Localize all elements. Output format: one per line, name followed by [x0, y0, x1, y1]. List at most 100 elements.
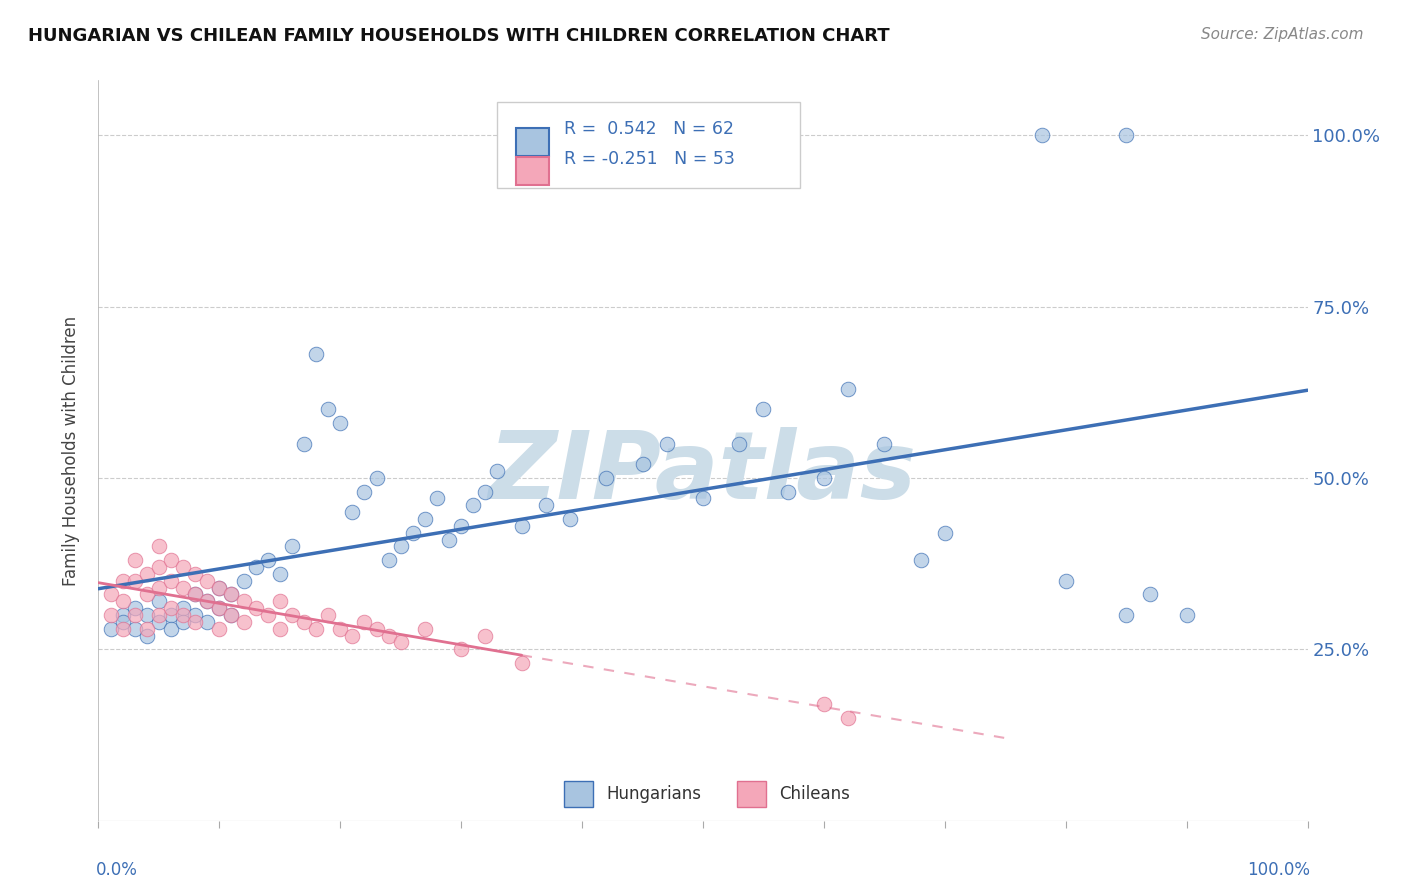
Point: [389, 540, 412, 554]
Point: [292, 436, 315, 450]
Point: [172, 615, 194, 629]
Point: [1031, 128, 1053, 142]
Point: [135, 587, 157, 601]
FancyBboxPatch shape: [498, 103, 800, 187]
Point: [1054, 574, 1077, 588]
Point: [837, 382, 859, 396]
Point: [342, 505, 364, 519]
Text: 0.0%: 0.0%: [96, 862, 138, 880]
Point: [353, 484, 375, 499]
Point: [342, 628, 364, 642]
Point: [208, 601, 231, 615]
Point: [1115, 128, 1137, 142]
Point: [402, 525, 425, 540]
Point: [148, 607, 170, 622]
Text: Source: ZipAtlas.com: Source: ZipAtlas.com: [1201, 27, 1364, 42]
Text: R =  0.542   N = 62: R = 0.542 N = 62: [564, 120, 734, 138]
Point: [813, 471, 835, 485]
Point: [281, 540, 304, 554]
Point: [256, 607, 278, 622]
Point: [124, 607, 146, 622]
Point: [450, 642, 472, 657]
Point: [776, 484, 799, 499]
Point: [124, 553, 146, 567]
FancyBboxPatch shape: [516, 157, 550, 186]
Point: [305, 347, 328, 361]
Point: [208, 622, 231, 636]
Point: [148, 560, 170, 574]
Text: HUNGARIAN VS CHILEAN FAMILY HOUSEHOLDS WITH CHILDREN CORRELATION CHART: HUNGARIAN VS CHILEAN FAMILY HOUSEHOLDS W…: [28, 27, 890, 45]
Point: [837, 711, 859, 725]
Point: [1175, 607, 1198, 622]
Point: [377, 628, 399, 642]
Point: [437, 533, 460, 547]
Point: [172, 601, 194, 615]
Point: [148, 615, 170, 629]
Point: [148, 581, 170, 595]
Point: [184, 587, 207, 601]
Y-axis label: Family Households with Children: Family Households with Children: [62, 316, 80, 585]
Point: [269, 594, 291, 608]
Point: [135, 622, 157, 636]
Point: [474, 628, 496, 642]
Point: [111, 622, 134, 636]
Point: [135, 607, 157, 622]
Point: [377, 553, 399, 567]
Text: 100.0%: 100.0%: [1247, 862, 1310, 880]
Point: [100, 587, 122, 601]
Point: [208, 581, 231, 595]
Point: [221, 607, 243, 622]
Point: [305, 622, 328, 636]
Point: [124, 601, 146, 615]
Point: [366, 471, 388, 485]
Point: [172, 560, 194, 574]
Point: [1139, 587, 1161, 601]
Point: [184, 587, 207, 601]
Point: [558, 512, 581, 526]
Point: [111, 594, 134, 608]
Point: [450, 519, 472, 533]
Point: [413, 622, 436, 636]
Point: [232, 615, 254, 629]
Point: [111, 607, 134, 622]
Point: [595, 471, 617, 485]
Point: [195, 574, 218, 588]
Text: R = -0.251   N = 53: R = -0.251 N = 53: [564, 150, 735, 168]
Point: [184, 615, 207, 629]
Point: [534, 498, 557, 512]
Point: [752, 402, 775, 417]
Text: Chileans: Chileans: [779, 785, 851, 804]
Point: [389, 635, 412, 649]
Point: [111, 574, 134, 588]
Point: [329, 622, 352, 636]
Point: [172, 581, 194, 595]
Point: [728, 436, 751, 450]
Point: [934, 525, 956, 540]
Point: [208, 581, 231, 595]
Point: [813, 697, 835, 711]
FancyBboxPatch shape: [564, 781, 593, 807]
Point: [195, 594, 218, 608]
Point: [281, 607, 304, 622]
Point: [316, 607, 339, 622]
Point: [873, 436, 896, 450]
Point: [692, 491, 714, 506]
Point: [148, 540, 170, 554]
Point: [655, 436, 678, 450]
Point: [245, 560, 267, 574]
Text: Hungarians: Hungarians: [606, 785, 702, 804]
Point: [292, 615, 315, 629]
Text: ZIPatlas: ZIPatlas: [489, 426, 917, 518]
Point: [232, 594, 254, 608]
Point: [124, 574, 146, 588]
Point: [316, 402, 339, 417]
Point: [184, 607, 207, 622]
Point: [184, 566, 207, 581]
FancyBboxPatch shape: [516, 128, 550, 156]
Point: [510, 519, 533, 533]
Point: [221, 607, 243, 622]
Point: [232, 574, 254, 588]
Point: [160, 553, 183, 567]
Point: [353, 615, 375, 629]
Point: [1115, 607, 1137, 622]
